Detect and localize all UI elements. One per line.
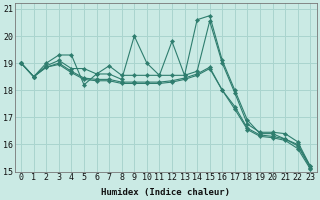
X-axis label: Humidex (Indice chaleur): Humidex (Indice chaleur) bbox=[101, 188, 230, 197]
